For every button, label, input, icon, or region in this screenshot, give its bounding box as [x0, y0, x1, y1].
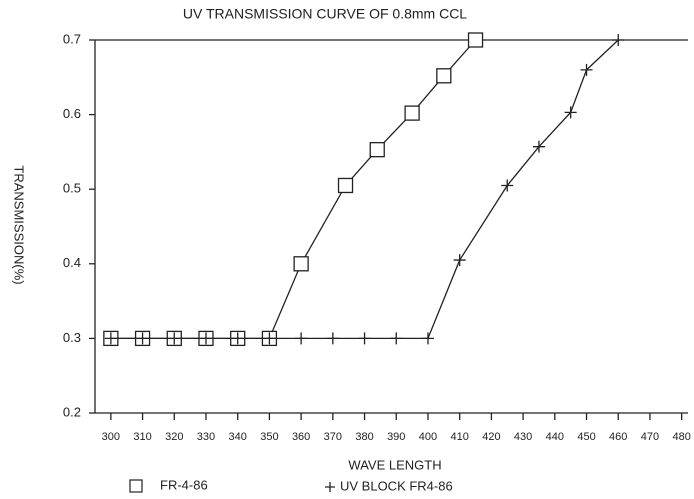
y-tick-label: 0.2: [63, 404, 81, 419]
y-tick-label: 0.4: [63, 255, 81, 270]
data-point: [358, 332, 371, 345]
x-tick-label: 300: [102, 431, 120, 443]
x-tick-label: 470: [641, 431, 659, 443]
data-point: [532, 140, 545, 153]
legend-label: FR-4-86: [160, 477, 208, 492]
data-point: [580, 63, 593, 76]
y-axis-label: TRANSMISSION(%): [12, 165, 27, 284]
legend-marker: [325, 482, 335, 492]
data-point: [326, 332, 339, 345]
x-tick-label: 350: [260, 431, 278, 443]
y-tick-label: 0.6: [63, 106, 81, 121]
data-point: [436, 68, 452, 84]
data-point: [390, 332, 403, 345]
x-tick-label: 450: [577, 431, 595, 443]
x-tick-label: 480: [672, 431, 690, 443]
x-tick-label: 380: [355, 431, 373, 443]
series-line: [110, 39, 477, 340]
series-line: [110, 39, 619, 340]
x-tick-label: 390: [387, 431, 405, 443]
data-point: [199, 332, 212, 345]
x-tick-label: 460: [609, 431, 627, 443]
x-tick-label: 340: [229, 431, 247, 443]
x-tick-label: 430: [514, 431, 532, 443]
data-point: [612, 34, 625, 46]
data-point: [337, 177, 354, 194]
data-point: [501, 179, 514, 192]
data-point: [369, 142, 385, 158]
y-tick-label: 0.5: [63, 181, 81, 196]
data-point: [295, 332, 308, 345]
x-tick-label: 320: [165, 431, 183, 443]
x-tick-label: 410: [450, 431, 468, 443]
data-point: [263, 332, 276, 345]
legend-marker: [129, 479, 143, 493]
data-point: [453, 254, 466, 267]
x-axis-label: WAVE LENGTH: [348, 457, 441, 472]
data-point: [104, 332, 117, 345]
data-point: [421, 332, 434, 345]
data-point: [404, 105, 420, 121]
data-point: [564, 106, 577, 119]
x-tick-label: 400: [419, 431, 437, 443]
data-point: [168, 332, 181, 345]
x-tick-label: 420: [482, 431, 500, 443]
x-tick-label: 370: [324, 431, 342, 443]
data-point: [293, 256, 309, 272]
y-tick-label: 0.3: [63, 330, 81, 345]
x-tick-label: 360: [292, 431, 310, 443]
chart-title: UV TRANSMISSION CURVE OF 0.8mm CCL: [183, 6, 467, 22]
y-tick-label: 0.7: [63, 31, 81, 46]
data-point: [231, 332, 244, 345]
x-tick-label: 330: [197, 431, 215, 443]
x-tick-label: 440: [546, 431, 564, 443]
x-tick-label: 310: [133, 431, 151, 443]
legend-label: UV BLOCK FR4-86: [340, 478, 453, 493]
data-point: [467, 32, 484, 48]
data-point: [136, 332, 149, 345]
